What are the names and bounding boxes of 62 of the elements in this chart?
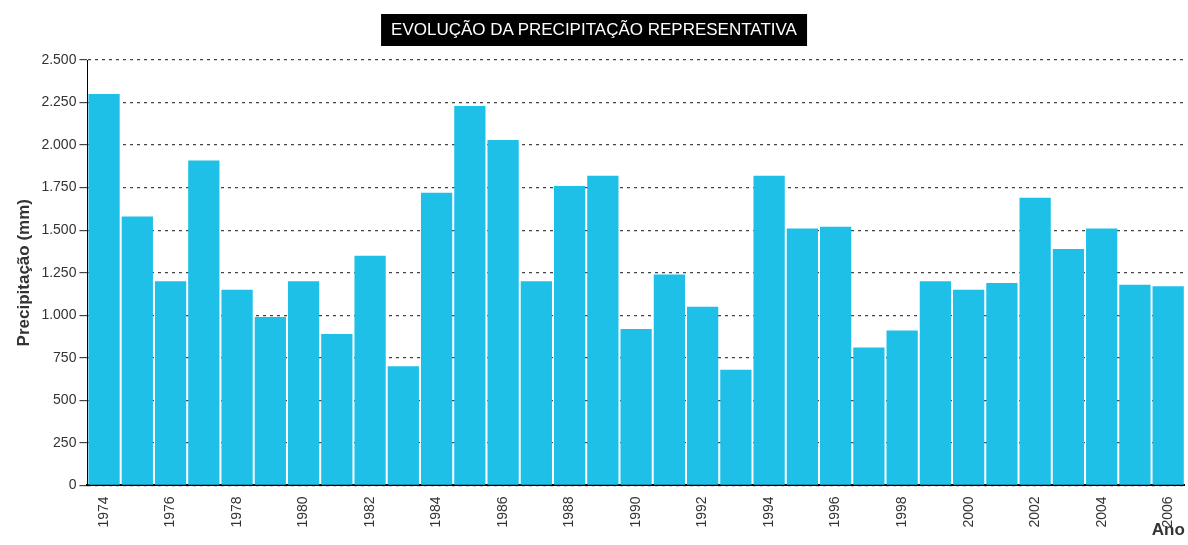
bar bbox=[1086, 228, 1118, 485]
x-tick-label: 1984 bbox=[427, 496, 444, 528]
bar bbox=[853, 347, 885, 485]
x-tick-label: 1994 bbox=[759, 496, 776, 528]
bar bbox=[587, 175, 619, 485]
bar bbox=[753, 175, 785, 485]
bar bbox=[387, 366, 419, 485]
bar bbox=[1019, 197, 1051, 485]
bar bbox=[354, 255, 386, 485]
y-tick-label: 500 bbox=[53, 391, 77, 408]
x-tick-label: 1974 bbox=[94, 496, 111, 528]
bar bbox=[820, 226, 852, 485]
bar bbox=[620, 328, 652, 485]
bar bbox=[420, 192, 453, 485]
x-tick-label: 1978 bbox=[227, 496, 244, 528]
y-axis-title: Precipitação (mm) bbox=[13, 199, 33, 347]
x-tick-label: 2000 bbox=[959, 496, 976, 528]
y-tick-label: 1.500 bbox=[41, 221, 77, 238]
bar bbox=[1152, 286, 1184, 485]
chart-title: EVOLUÇÃO DA PRECIPITAÇÃO REPRESENTATIVA bbox=[381, 14, 807, 46]
bar bbox=[287, 281, 320, 485]
bar bbox=[254, 316, 286, 485]
bar bbox=[1119, 284, 1151, 485]
bar bbox=[454, 105, 486, 485]
y-tick-label: 1.000 bbox=[41, 306, 77, 323]
x-tick-label: 1988 bbox=[560, 496, 577, 528]
y-tick-label: 1.750 bbox=[41, 178, 77, 195]
bar bbox=[653, 274, 685, 485]
bar bbox=[188, 160, 220, 485]
bar bbox=[886, 330, 918, 485]
x-tick-label: 2004 bbox=[1092, 496, 1109, 528]
bar bbox=[720, 369, 752, 485]
y-tick-label: 2.250 bbox=[41, 93, 77, 110]
y-tick-label: 2.000 bbox=[41, 135, 77, 152]
bar bbox=[1052, 248, 1085, 485]
bar bbox=[786, 228, 819, 485]
bar bbox=[121, 216, 153, 485]
bar bbox=[986, 282, 1018, 485]
x-tick-label: 1996 bbox=[826, 496, 843, 528]
x-tick-label: 1980 bbox=[294, 496, 311, 528]
x-tick-label: 2002 bbox=[1026, 496, 1043, 528]
y-tick-label: 250 bbox=[53, 433, 77, 450]
bar bbox=[321, 333, 353, 485]
bar bbox=[221, 289, 253, 485]
bar bbox=[88, 94, 120, 485]
bar bbox=[686, 306, 719, 485]
y-tick-label: 1.250 bbox=[41, 263, 77, 280]
bar bbox=[953, 289, 985, 485]
x-tick-label: 1986 bbox=[493, 496, 510, 528]
x-tick-label: 1982 bbox=[360, 496, 377, 528]
bar bbox=[520, 281, 552, 485]
bar bbox=[919, 281, 952, 485]
y-tick-label: 0 bbox=[68, 476, 77, 493]
bar bbox=[487, 139, 519, 485]
bar bbox=[154, 281, 187, 485]
y-tick-label: 750 bbox=[53, 348, 77, 365]
x-tick-label: 1990 bbox=[626, 496, 643, 528]
bar bbox=[553, 185, 586, 485]
x-tick-label: 1992 bbox=[693, 496, 710, 528]
x-tick-label: 1998 bbox=[893, 496, 909, 528]
y-tick-label: 2.500 bbox=[41, 50, 77, 67]
x-tick-label: 1976 bbox=[161, 496, 178, 528]
